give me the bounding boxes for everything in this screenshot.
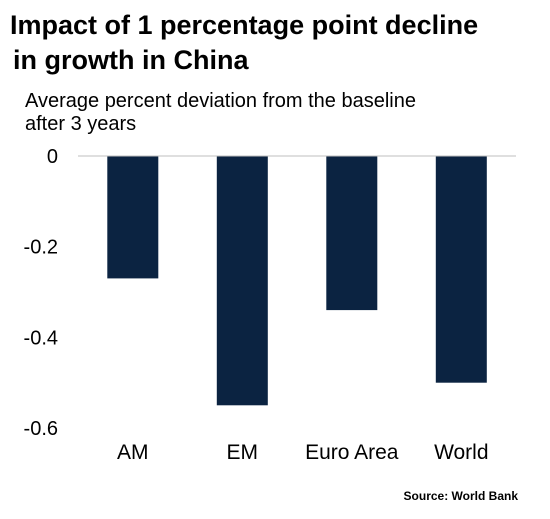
x-label-am: AM	[117, 441, 149, 464]
y-tick-label: -0.4	[24, 327, 58, 349]
y-tick-labels: 0 -0.2 -0.4 -0.6	[24, 146, 58, 440]
y-tick-label: -0.2	[24, 237, 58, 259]
y-tick-label: 0	[47, 146, 58, 168]
x-label-world: World	[434, 441, 488, 464]
bars-group	[107, 156, 487, 406]
x-label-euro-area: Euro Area	[305, 441, 399, 464]
bar-euro-area	[326, 156, 378, 311]
x-label-em: EM	[227, 441, 259, 464]
title-line-2: in growth in China	[13, 45, 249, 75]
subtitle-line-2: after 3 years	[25, 113, 137, 135]
source-note: Source: World Bank	[403, 489, 518, 503]
bar-world	[435, 156, 487, 383]
bar-am	[107, 156, 159, 279]
title-line-1: Impact of 1 percentage point decline	[10, 10, 479, 40]
chart-subtitle: Average percent deviation from the basel…	[25, 90, 525, 136]
chart-title: Impact of 1 percentage point decline in …	[10, 8, 540, 78]
subtitle-line-1: Average percent deviation from the basel…	[25, 90, 416, 112]
bar-em	[216, 156, 268, 406]
y-tick-label: -0.6	[24, 418, 58, 440]
x-category-labels: AM EM Euro Area World	[117, 441, 488, 464]
